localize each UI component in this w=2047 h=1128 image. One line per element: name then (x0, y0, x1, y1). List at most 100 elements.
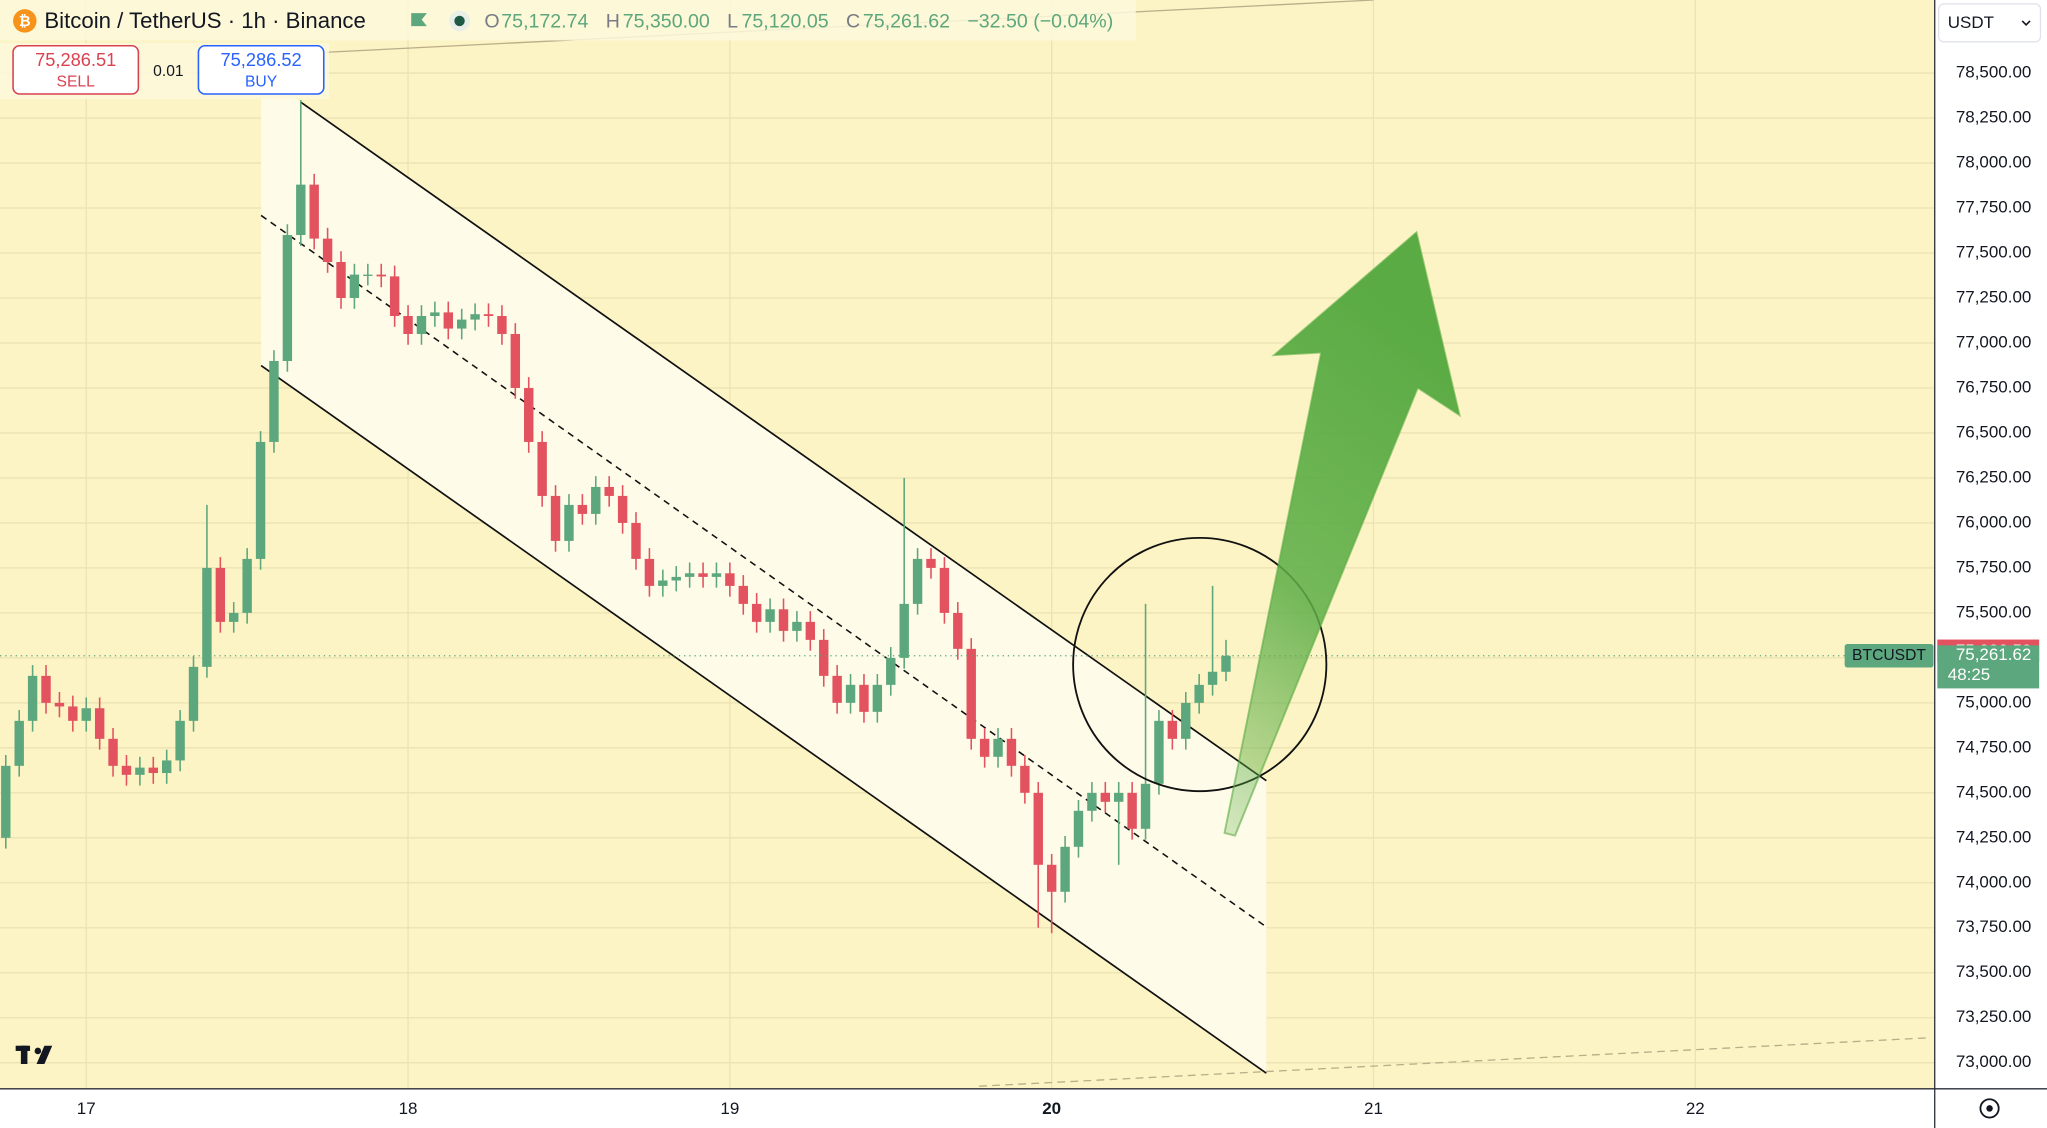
candle-body (725, 573, 735, 586)
candle-body (363, 274, 373, 276)
candle-body (1073, 810, 1084, 847)
y-tick-label: 73,750.00 (1956, 917, 2032, 936)
buy-label: BUY (245, 73, 278, 90)
x-tick-label: 21 (1364, 1099, 1383, 1118)
candle-body (617, 495, 628, 523)
candle-body (591, 486, 601, 514)
y-tick-label: 74,500.00 (1956, 782, 2032, 801)
candle-body (832, 675, 842, 703)
symbol-label: BTCUSDT (1852, 647, 1926, 664)
y-tick-label: 75,000.00 (1956, 692, 2032, 711)
candle-body (979, 738, 990, 757)
candle-body (805, 621, 816, 640)
candles (1, 100, 1231, 934)
quantity[interactable]: 0.01 (153, 63, 183, 80)
legend-l-value: 75,120.05 (742, 10, 829, 32)
candle-body (188, 666, 199, 721)
y-tick-label: 75,750.00 (1956, 557, 2032, 576)
candle-body (443, 312, 453, 329)
last-label: 75,261.62 (1956, 645, 2032, 664)
y-tick-label: 74,000.00 (1956, 872, 2032, 891)
flag-icon[interactable] (411, 13, 427, 27)
candle-body (819, 639, 829, 676)
candle-body (457, 319, 467, 329)
y-tick-label: 77,250.00 (1956, 287, 2032, 306)
candle-body (577, 504, 588, 514)
candle-body (215, 567, 226, 622)
candle-body (684, 573, 695, 577)
candle-body (430, 312, 440, 316)
last-tag (1937, 645, 2040, 689)
candle-body (135, 767, 145, 775)
y-tick-label: 78,250.00 (1956, 108, 2032, 127)
legend-h-value: 75,350.00 (623, 10, 710, 32)
y-tick-label: 77,750.00 (1956, 198, 2032, 217)
channel-upper (299, 101, 1267, 782)
candle-body (148, 767, 158, 774)
candle-body (1167, 720, 1178, 739)
legend-change: −32.50 (−0.04%) (967, 10, 1113, 32)
candle-body (564, 504, 574, 541)
candle-body (483, 314, 494, 316)
candle-body (953, 612, 963, 649)
header-background (0, 0, 1136, 41)
candle-body (309, 184, 319, 239)
candle-body (41, 675, 51, 703)
y-tick-label: 77,500.00 (1956, 243, 2032, 262)
candle-body (416, 315, 427, 334)
buy-price: 75,286.52 (220, 49, 301, 70)
candle-body (1181, 702, 1191, 739)
candle-body (550, 495, 561, 541)
sell-label: SELL (57, 73, 96, 90)
y-tick-label: 73,250.00 (1956, 1007, 2032, 1026)
buy-button[interactable] (197, 44, 325, 95)
currency-dropdown[interactable] (1937, 3, 2042, 43)
candle-body (1087, 792, 1097, 811)
legend-o-value: 75,172.74 (501, 10, 588, 32)
candle-body (644, 558, 655, 586)
y-tick-label: 73,500.00 (1956, 962, 2032, 981)
legend-h-label: H (606, 10, 620, 32)
candle-body (899, 603, 909, 658)
candle-body (175, 720, 185, 761)
candle-body (1, 765, 11, 838)
candle-body (1127, 792, 1137, 829)
candle-body (778, 609, 789, 631)
legend-o-label: O (484, 10, 499, 32)
candle-body (255, 441, 266, 559)
coin-icon-glyph: ₿ (19, 14, 31, 30)
candle-body (1006, 738, 1017, 766)
circle-drawing (1072, 536, 1328, 793)
candle-body (886, 657, 896, 685)
candle-body (1100, 792, 1111, 802)
tv-logo (15, 1045, 53, 1065)
sell-button[interactable] (12, 44, 140, 95)
x-tick-label: 22 (1686, 1099, 1705, 1118)
candle-body (403, 315, 413, 334)
candle-body (322, 238, 333, 263)
candle-body (81, 708, 91, 721)
y-tick-label: 74,750.00 (1956, 737, 2032, 756)
candle-body (242, 558, 252, 613)
candle-body (939, 567, 950, 613)
candle-body (68, 706, 78, 721)
x-tick-label: 19 (720, 1099, 739, 1118)
candle-body (631, 522, 641, 559)
y-tick-label: 75,500.00 (1956, 602, 2032, 621)
candle-body (376, 274, 386, 277)
candle-body (497, 315, 507, 334)
candle-body (1221, 655, 1231, 672)
time-axis (0, 1088, 2047, 1128)
settings-icon[interactable] (1979, 1098, 2000, 1119)
channel-fill (261, 74, 1267, 1074)
candle-body (912, 558, 923, 604)
y-tick-label: 76,500.00 (1956, 422, 2032, 441)
legend-c-value: 75,261.62 (863, 10, 950, 32)
candle-body (470, 314, 480, 320)
candle-body (524, 387, 534, 442)
y-tick-label: 76,250.00 (1956, 467, 2032, 486)
candle-body (1140, 783, 1151, 829)
